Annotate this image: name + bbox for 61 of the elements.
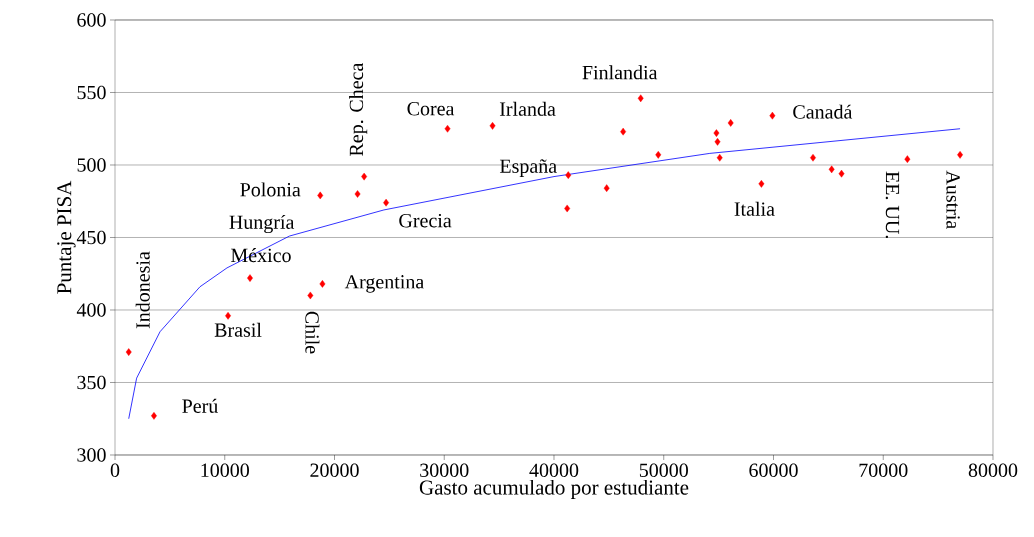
annotation: EE. UU.: [885, 171, 900, 239]
point: [564, 204, 571, 213]
point: [354, 190, 361, 198]
point: [828, 165, 835, 174]
point: [769, 111, 776, 120]
point: [319, 280, 326, 288]
annotation: Perú: [182, 398, 218, 413]
annotation: Corea: [407, 102, 455, 116]
x-axis-title: Gasto acumulado por estudiante: [419, 479, 689, 499]
point: [125, 348, 132, 356]
point: [838, 169, 845, 178]
x-tick-label: 40000: [529, 463, 579, 478]
annotation: Irlanda: [499, 101, 556, 116]
point: [713, 129, 720, 137]
annotation: Hungría: [229, 214, 295, 234]
x-tick-label: 30000: [420, 463, 469, 478]
x-tick-label: 70000: [859, 463, 908, 478]
y-tick-label: 450: [76, 230, 106, 245]
point: [489, 122, 496, 130]
point: [603, 184, 610, 192]
annotation: Chile: [305, 311, 320, 354]
y-tick-label: 350: [77, 375, 106, 390]
y-tick-label: 600: [77, 13, 106, 27]
annotation: Argentina: [344, 275, 424, 293]
annotation: Rep. Checa: [349, 62, 368, 156]
point: [957, 151, 963, 159]
annotation: Italia: [734, 201, 775, 216]
point: [247, 274, 253, 282]
annotation: Canadá: [793, 104, 853, 119]
annotation: Polonia: [240, 182, 301, 197]
annotation: España: [499, 159, 557, 177]
y-tick-label: 500: [77, 158, 106, 172]
point: [317, 191, 324, 200]
annotation: Grecia: [399, 213, 452, 228]
y-axis-title: Puntaje PISA: [57, 180, 76, 294]
point: [716, 153, 723, 162]
point: [637, 94, 644, 103]
y-tick-label: 300: [77, 448, 106, 462]
x-tick-label: 50000: [639, 463, 688, 478]
point: [565, 171, 572, 179]
point: [758, 180, 765, 188]
annotation: Finlandia: [582, 65, 658, 80]
point: [151, 412, 157, 420]
x-tick-label: 60000: [749, 463, 798, 478]
point: [307, 291, 314, 300]
point: [727, 119, 734, 127]
y-tick-label: 400: [76, 303, 106, 317]
point: [904, 155, 911, 163]
y-tick-label: 550: [77, 85, 106, 100]
point: [620, 127, 627, 136]
annotation: Brasil: [214, 322, 262, 337]
point: [714, 137, 721, 146]
x-tick-label: 80000: [968, 463, 1018, 478]
x-tick-label: 0: [110, 463, 120, 478]
point: [361, 172, 368, 181]
point: [444, 124, 451, 133]
point: [655, 151, 662, 159]
x-tick-label: 10000: [201, 463, 249, 478]
annotation: Austria: [946, 170, 960, 229]
annotation: Indonesia: [135, 251, 150, 329]
x-tick-label: 20000: [310, 463, 359, 478]
